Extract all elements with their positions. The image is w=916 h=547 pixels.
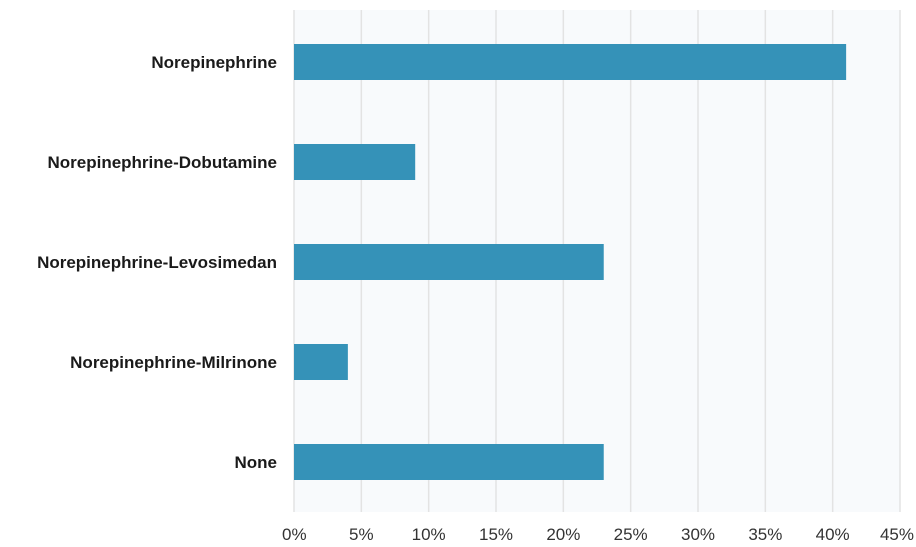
- x-tick-label: 45%: [880, 525, 914, 544]
- bar: [294, 344, 348, 380]
- bar: [294, 144, 416, 180]
- category-label: Norepinephrine-Levosimedan: [37, 253, 277, 272]
- x-tick-label: 30%: [681, 525, 715, 544]
- category-labels: Norepinephrine Norepinephrine-Dobutamine N…: [37, 53, 277, 472]
- x-tick-label: 15%: [479, 525, 513, 544]
- bars: [294, 44, 847, 480]
- x-tick-label: 5%: [349, 525, 374, 544]
- category-label: Norepinephrine-Milrinone: [70, 353, 277, 372]
- x-tick-label: 0%: [282, 525, 307, 544]
- x-tick-label: 25%: [614, 525, 648, 544]
- category-label: Norepinephrine-Dobutamine: [47, 153, 277, 172]
- category-label: Norepinephrine: [151, 53, 277, 72]
- bar: [294, 44, 847, 80]
- x-tick-label: 20%: [546, 525, 580, 544]
- x-tick-label: 10%: [412, 525, 446, 544]
- x-tick-label: 35%: [748, 525, 782, 544]
- bar: [294, 444, 604, 480]
- x-axis-tick-labels: 0% 5% 10% 15% 20% 25% 30% 35% 40% 45%: [282, 525, 914, 544]
- category-label: None: [235, 453, 278, 472]
- bar: [294, 244, 604, 280]
- x-tick-label: 40%: [816, 525, 850, 544]
